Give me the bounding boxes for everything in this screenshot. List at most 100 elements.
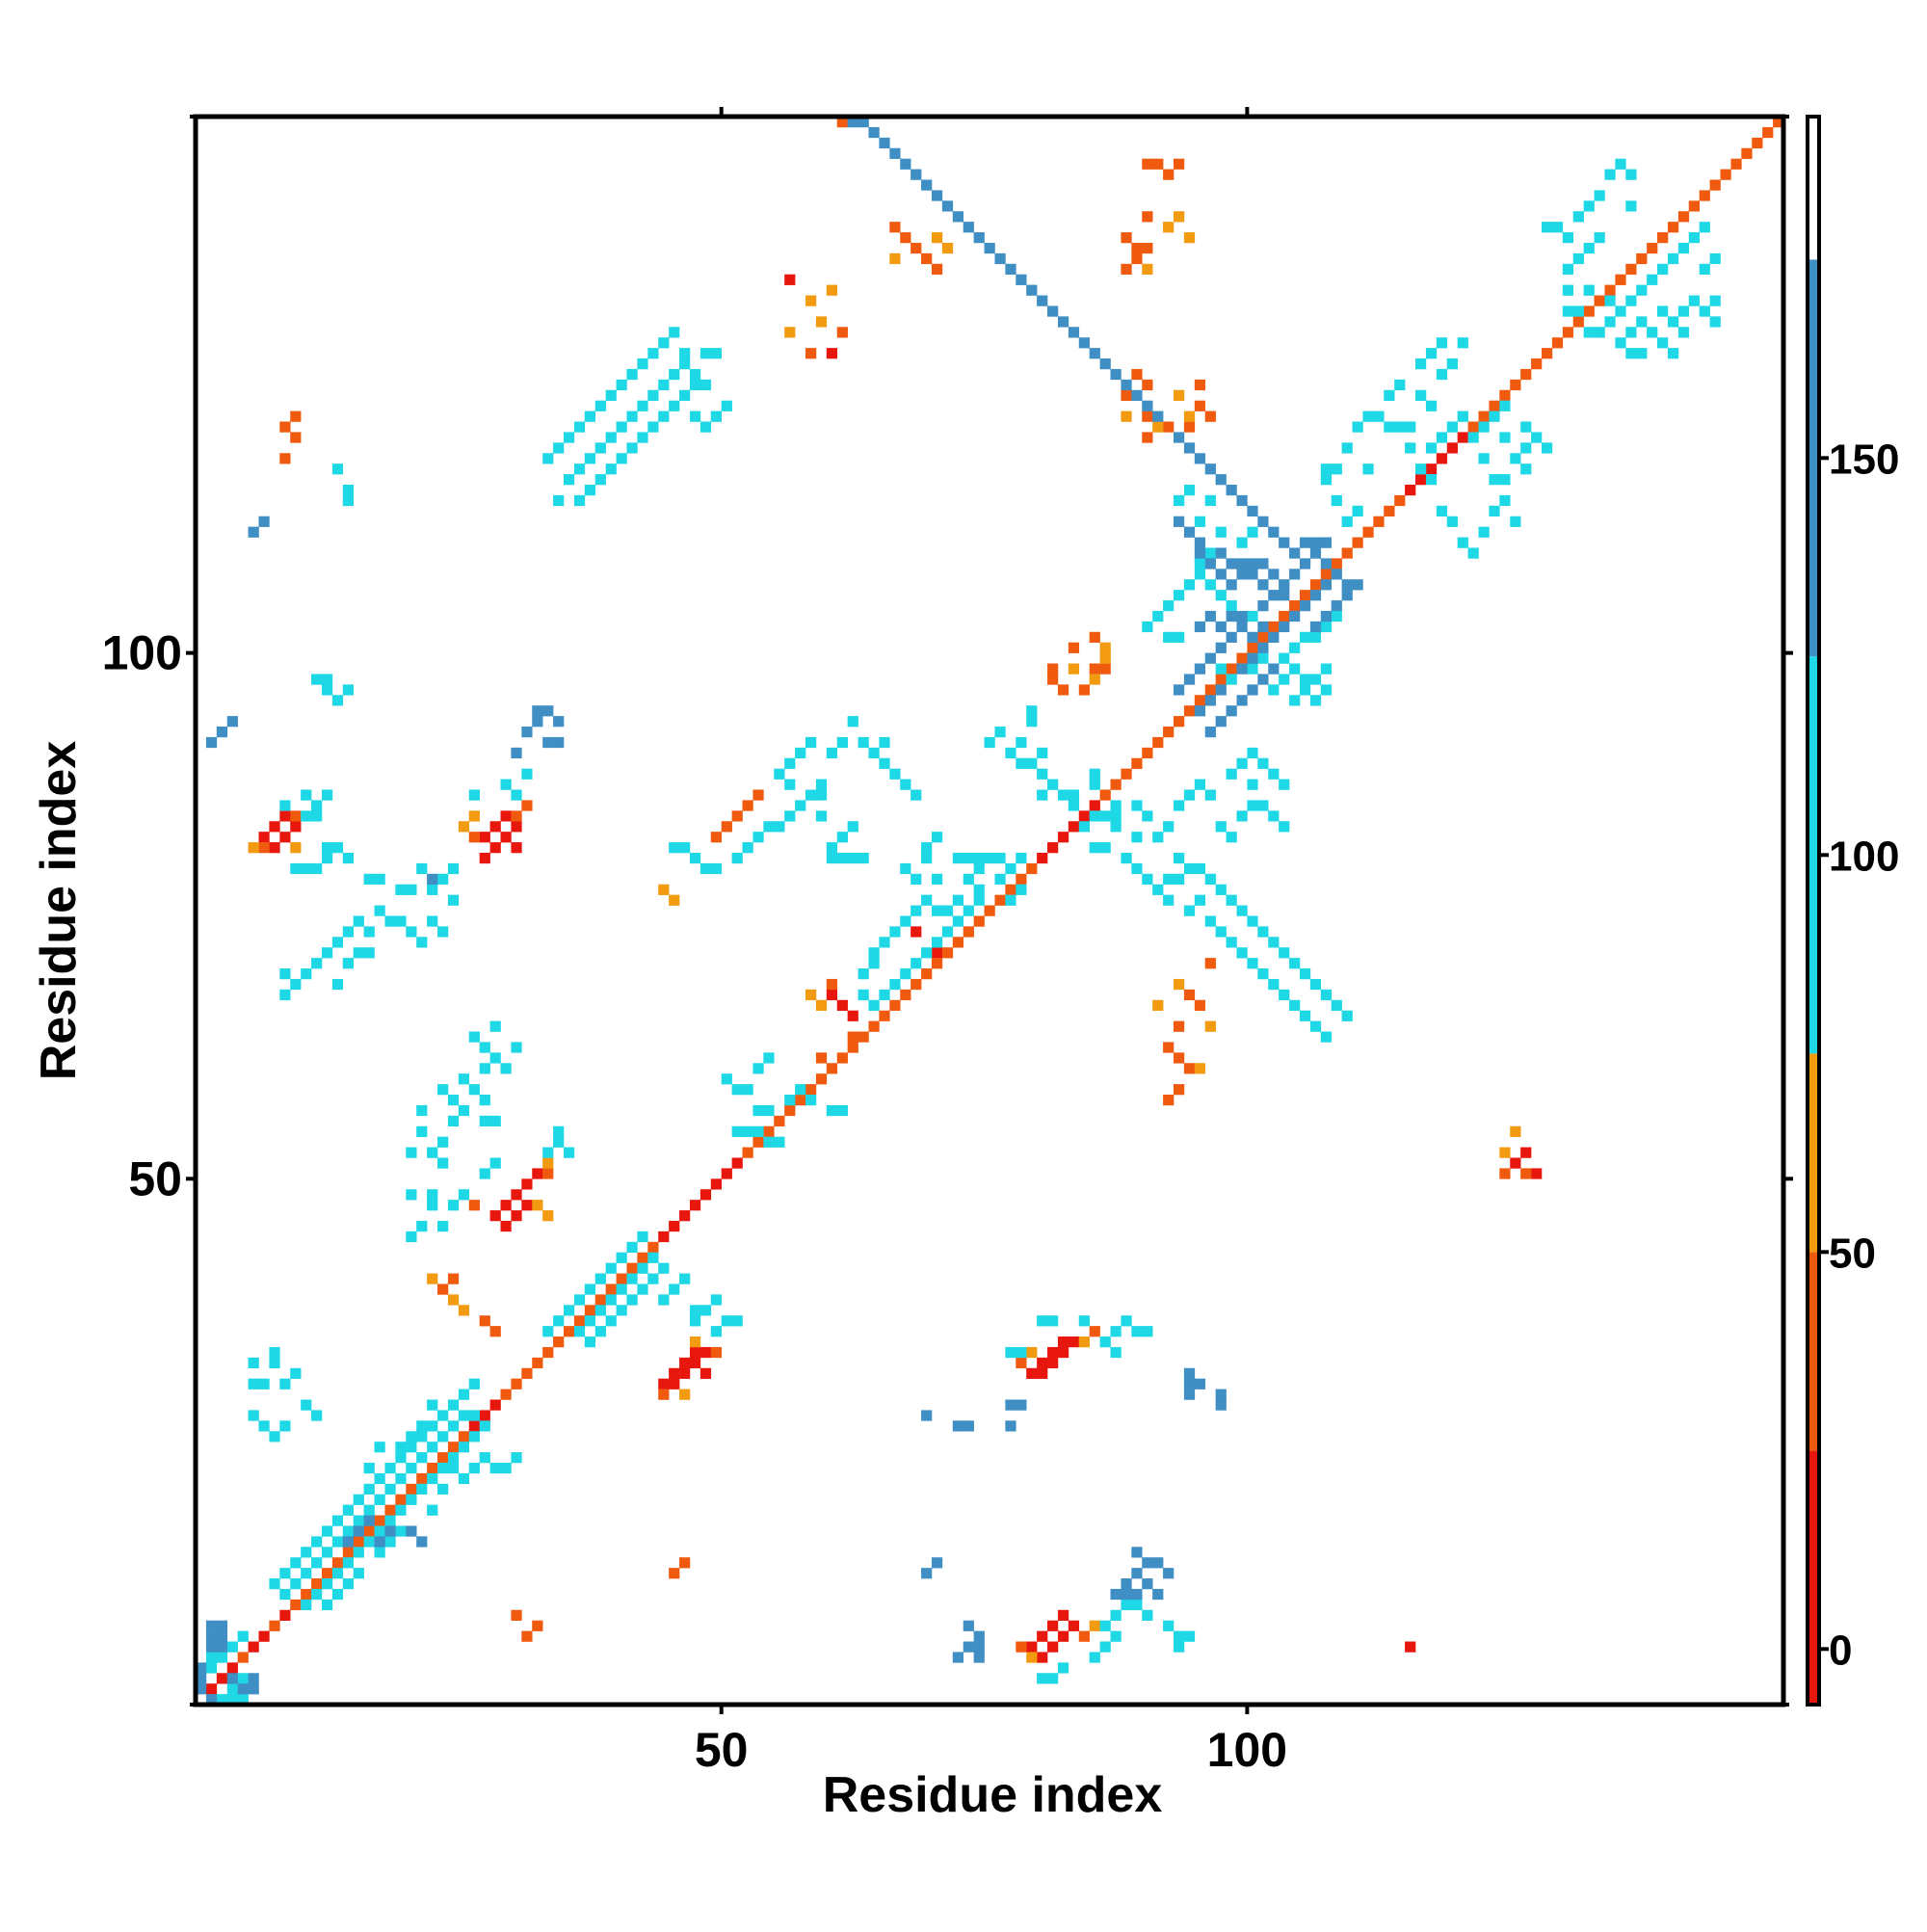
heatmap-cell [1541, 222, 1553, 233]
heatmap-cell [689, 852, 701, 864]
heatmap-cell [1531, 358, 1543, 370]
heatmap-cell [973, 884, 985, 895]
heatmap-cell [1099, 663, 1111, 675]
heatmap-cell [500, 1063, 512, 1074]
heatmap-cell [331, 1568, 344, 1579]
heatmap-cell [1047, 674, 1059, 685]
heatmap-cell [731, 852, 743, 864]
heatmap-cell [689, 1315, 701, 1327]
heatmap-cell [1183, 421, 1196, 433]
heatmap-cell [1089, 1652, 1100, 1663]
heatmap-cell [1457, 410, 1468, 422]
heatmap-cell [1667, 222, 1679, 233]
heatmap-cell [258, 832, 270, 843]
heatmap-cell [1625, 348, 1637, 359]
heatmap-cell [689, 368, 701, 381]
heatmap-cell [1510, 1125, 1521, 1137]
heatmap-cell [468, 1420, 480, 1432]
heatmap-cell [1173, 432, 1185, 443]
heatmap-cell [1068, 1337, 1080, 1348]
heatmap-cell [1226, 600, 1237, 612]
heatmap-cell [269, 1620, 280, 1631]
heatmap-cell [1572, 252, 1584, 265]
heatmap-cell [489, 1210, 501, 1222]
heatmap-cell [1309, 537, 1322, 548]
heatmap-cell [311, 674, 323, 685]
heatmap-cell [1362, 526, 1374, 538]
heatmap-cell [437, 873, 449, 886]
heatmap-cell [795, 747, 806, 759]
heatmap-cell [1089, 1620, 1100, 1631]
heatmap-cell [973, 894, 985, 906]
heatmap-cell [331, 463, 344, 475]
heatmap-cell [1194, 862, 1206, 875]
heatmap-cell [1699, 263, 1710, 275]
heatmap-cell [248, 1641, 259, 1653]
heatmap-cell [941, 926, 954, 938]
heatmap-cell [511, 747, 522, 759]
heatmap-cell [1016, 1641, 1027, 1653]
heatmap-cell [489, 1462, 501, 1474]
heatmap-cell [489, 1115, 501, 1127]
heatmap-cell [406, 1147, 417, 1158]
heatmap-cell [1446, 421, 1458, 433]
heatmap-cell [384, 915, 396, 927]
heatmap-cell [1047, 1673, 1059, 1684]
heatmap-cell [1257, 642, 1269, 653]
heatmap-cell [616, 1284, 627, 1295]
heatmap-cell [1425, 442, 1438, 454]
heatmap-cell [521, 1178, 533, 1190]
heatmap-cell [1163, 821, 1175, 833]
heatmap-cell [1309, 695, 1322, 706]
heatmap-cell [689, 1346, 701, 1359]
heatmap-cell [826, 747, 838, 759]
heatmap-cell [311, 958, 323, 969]
heatmap-cell [321, 684, 333, 696]
heatmap-cell [1037, 852, 1048, 864]
heatmap-cell [1026, 1641, 1038, 1653]
heatmap-cell [1446, 442, 1458, 454]
heatmap-cell [1247, 684, 1258, 696]
heatmap-cell [963, 905, 974, 916]
heatmap-cell [1163, 1568, 1175, 1579]
heatmap-cell [868, 747, 880, 759]
x-axis-label: Residue index [823, 1767, 1163, 1823]
heatmap-cell [1425, 474, 1438, 486]
heatmap-cell [1299, 537, 1311, 548]
heatmap-cell [1005, 894, 1016, 906]
heatmap-cell [427, 1189, 438, 1201]
heatmap-cell [395, 1525, 407, 1537]
heatmap-cell [406, 884, 417, 895]
heatmap-cell [1037, 789, 1048, 801]
heatmap-cell [784, 779, 796, 790]
heatmap-cell [1183, 1063, 1196, 1074]
heatmap-cell [416, 1125, 428, 1137]
heatmap-cell [1320, 621, 1332, 633]
heatmap-cell [1110, 1346, 1122, 1359]
heatmap-cell [205, 1652, 218, 1663]
heatmap-cell [479, 1115, 490, 1127]
heatmap-cell [301, 862, 312, 875]
heatmap-cell [805, 789, 817, 801]
heatmap-cell [836, 1052, 848, 1064]
heatmap-cell [721, 1315, 732, 1327]
heatmap-cell [342, 484, 354, 496]
heatmap-cell [573, 421, 586, 433]
heatmap-cell [1037, 768, 1048, 780]
heatmap-cell [805, 989, 817, 1001]
heatmap-cell [721, 1168, 732, 1179]
heatmap-cell [1309, 579, 1322, 591]
heatmap-cell [1289, 695, 1301, 706]
heatmap-cell [710, 862, 722, 875]
heatmap-cell [1499, 432, 1511, 443]
heatmap-cell [468, 1462, 480, 1474]
heatmap-cell [479, 1420, 490, 1432]
heatmap-cell [489, 1326, 501, 1337]
axes: 50 100 50 100 [102, 107, 1793, 1777]
heatmap-cell [1226, 579, 1237, 591]
heatmap-cell [279, 832, 291, 843]
heatmap-cell [1142, 810, 1153, 822]
heatmap-cell [342, 852, 354, 864]
heatmap-cell [836, 327, 848, 338]
